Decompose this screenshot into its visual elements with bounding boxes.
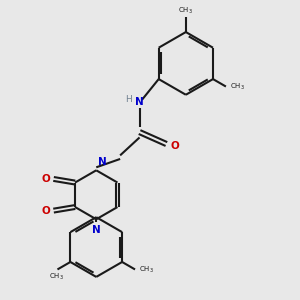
Text: CH$_3$: CH$_3$ bbox=[49, 272, 64, 282]
Text: O: O bbox=[41, 206, 50, 216]
Text: N: N bbox=[98, 157, 106, 167]
Text: O: O bbox=[170, 140, 179, 151]
Text: CH$_3$: CH$_3$ bbox=[230, 81, 245, 92]
Text: CH$_3$: CH$_3$ bbox=[139, 264, 154, 274]
Text: N: N bbox=[92, 225, 100, 235]
Text: O: O bbox=[41, 174, 50, 184]
Text: N: N bbox=[135, 97, 144, 107]
Text: H: H bbox=[125, 95, 132, 104]
Text: CH$_3$: CH$_3$ bbox=[178, 5, 193, 16]
